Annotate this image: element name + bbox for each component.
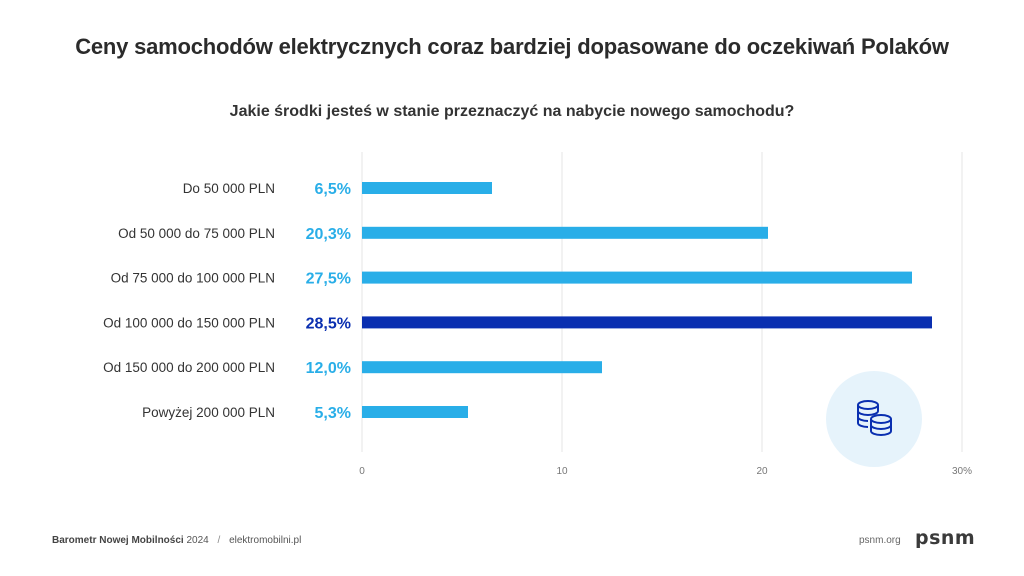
chart-subtitle: Jakie środki jesteś w stanie przeznaczyć…: [229, 103, 795, 120]
category-label: Do 50 000 PLN: [183, 181, 275, 196]
footer-site-link[interactable]: psnm.org: [859, 535, 901, 546]
category-label: Od 50 000 do 75 000 PLN: [118, 226, 275, 241]
x-tick-label: 10: [556, 466, 568, 477]
footer-source: Barometr Nowej Mobilności 2024 / elektro…: [52, 535, 301, 546]
value-label: 5,3%: [315, 405, 351, 422]
footer-year: 2024: [186, 535, 209, 546]
value-label: 27,5%: [306, 271, 351, 288]
footer-source-link[interactable]: elektromobilni.pl: [229, 535, 302, 546]
value-label: 20,3%: [306, 226, 351, 243]
value-label: 6,5%: [315, 181, 351, 198]
bar: [362, 271, 912, 284]
x-tick-label: 30%: [952, 466, 972, 477]
x-tick-label: 0: [359, 466, 365, 477]
bar: [362, 182, 492, 194]
category-label: Od 150 000 do 200 000 PLN: [103, 360, 275, 375]
coins-stack-icon: [826, 371, 922, 467]
psnm-logo: psnm: [915, 527, 976, 549]
footer-brand: Barometr Nowej Mobilności: [52, 535, 184, 546]
footer-separator: /: [217, 535, 221, 546]
value-label: 12,0%: [306, 360, 351, 377]
bar: [362, 361, 602, 374]
value-label: 28,5%: [306, 315, 351, 332]
category-label: Od 100 000 do 150 000 PLN: [103, 315, 275, 330]
category-label: Od 75 000 do 100 000 PLN: [111, 271, 275, 286]
bar: [362, 226, 768, 239]
bar: [362, 406, 468, 418]
bar: [362, 316, 932, 329]
x-tick-label: 20: [756, 466, 768, 477]
category-label: Powyżej 200 000 PLN: [142, 405, 275, 420]
page-title: Ceny samochodów elektrycznych coraz bard…: [75, 34, 949, 59]
